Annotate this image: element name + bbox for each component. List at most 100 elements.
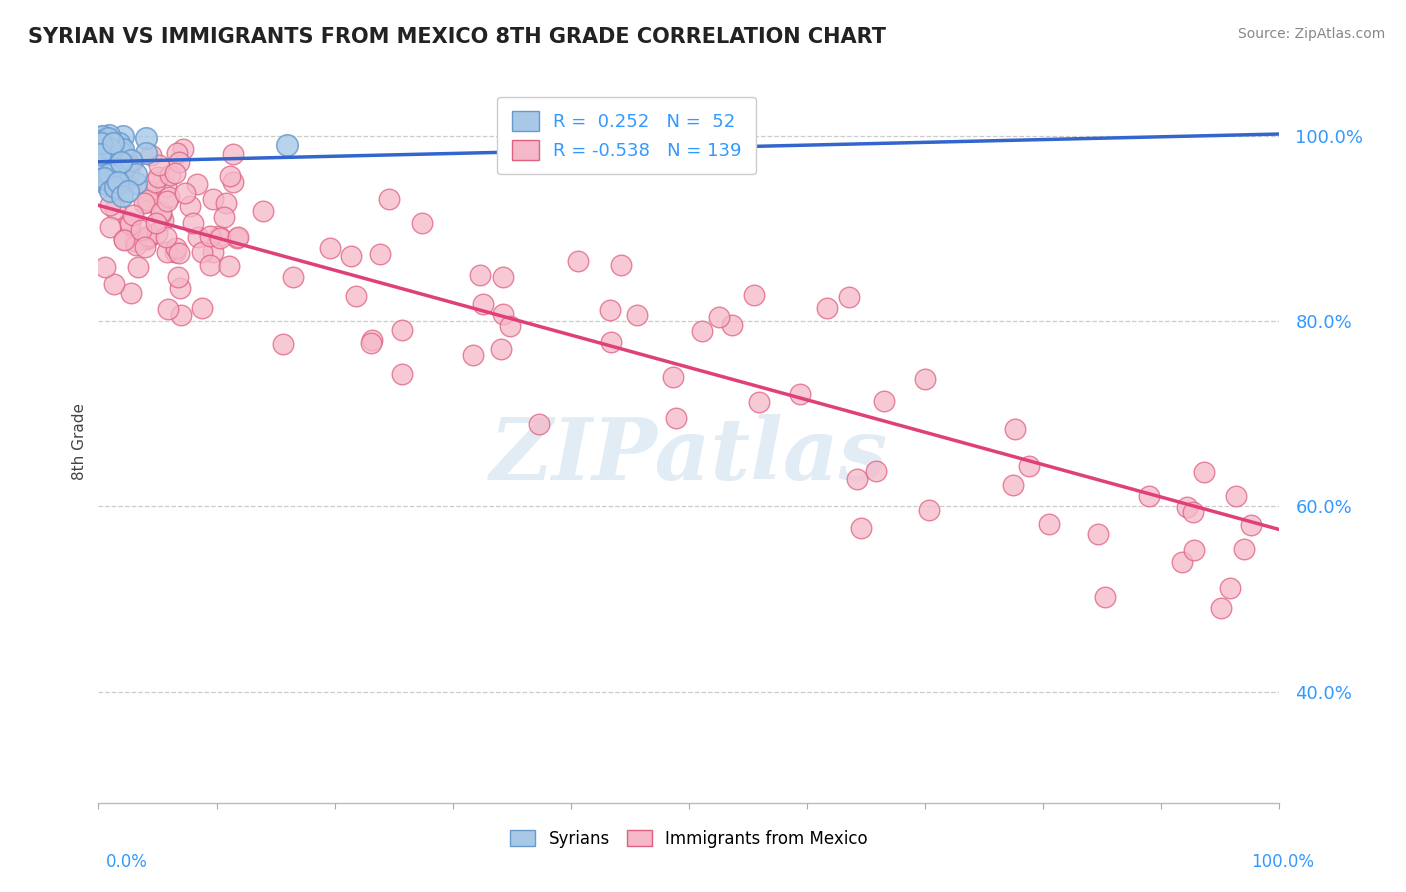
Point bbox=[110, 155, 132, 169]
Point bbox=[125, 176, 148, 190]
Point bbox=[1182, 543, 1205, 558]
Point bbox=[146, 170, 169, 185]
Point bbox=[157, 190, 180, 204]
Point bbox=[89, 163, 111, 178]
Point bbox=[567, 254, 589, 268]
Point bbox=[1233, 542, 1256, 557]
Point bbox=[150, 207, 173, 221]
Point bbox=[89, 147, 111, 161]
Point bbox=[152, 213, 174, 227]
Point bbox=[468, 268, 491, 283]
Point bbox=[155, 180, 177, 194]
Point bbox=[97, 166, 120, 180]
Point bbox=[97, 135, 120, 149]
Point bbox=[166, 146, 188, 161]
Point bbox=[391, 367, 413, 381]
Point bbox=[111, 173, 134, 187]
Point bbox=[212, 210, 235, 224]
Point bbox=[104, 176, 127, 190]
Point bbox=[93, 170, 115, 185]
Point bbox=[155, 244, 177, 259]
Point bbox=[136, 228, 159, 243]
Point bbox=[163, 244, 186, 259]
Point bbox=[143, 175, 166, 189]
Point bbox=[107, 157, 129, 171]
Point bbox=[112, 233, 135, 247]
Point bbox=[97, 128, 120, 143]
Point bbox=[789, 387, 811, 401]
Point bbox=[361, 333, 384, 347]
Point bbox=[117, 215, 139, 229]
Point bbox=[170, 308, 193, 322]
Point bbox=[190, 245, 212, 260]
Point bbox=[91, 155, 114, 169]
Point bbox=[499, 319, 522, 334]
Point bbox=[209, 231, 232, 245]
Point bbox=[202, 192, 225, 206]
Point bbox=[112, 142, 135, 156]
Point bbox=[378, 192, 401, 206]
Point bbox=[222, 147, 245, 161]
Point bbox=[135, 131, 157, 145]
Point bbox=[208, 229, 231, 244]
Point bbox=[344, 289, 367, 303]
Point bbox=[89, 134, 111, 148]
Point bbox=[492, 307, 515, 321]
Point bbox=[107, 178, 129, 193]
Point bbox=[90, 143, 112, 157]
Point bbox=[169, 280, 191, 294]
Point bbox=[110, 147, 132, 161]
Point bbox=[103, 202, 125, 217]
Point bbox=[599, 302, 621, 317]
Point bbox=[252, 203, 274, 218]
Point bbox=[360, 335, 382, 350]
Point bbox=[1038, 516, 1060, 531]
Point bbox=[98, 142, 121, 156]
Point bbox=[132, 195, 155, 210]
Point bbox=[1181, 505, 1204, 519]
Point bbox=[98, 164, 121, 178]
Point bbox=[101, 136, 124, 150]
Point bbox=[411, 216, 433, 230]
Text: 0.0%: 0.0% bbox=[105, 853, 148, 871]
Point bbox=[271, 337, 294, 351]
Point bbox=[98, 219, 121, 234]
Point bbox=[145, 216, 167, 230]
Point bbox=[368, 247, 391, 261]
Point bbox=[815, 301, 838, 315]
Point bbox=[107, 175, 129, 189]
Point bbox=[918, 503, 941, 517]
Point bbox=[181, 216, 204, 230]
Point bbox=[218, 260, 240, 274]
Point bbox=[600, 335, 623, 350]
Point bbox=[846, 472, 869, 486]
Point bbox=[626, 308, 648, 322]
Point bbox=[114, 170, 136, 185]
Point bbox=[191, 301, 214, 316]
Point bbox=[108, 136, 131, 150]
Text: ZIPatlas: ZIPatlas bbox=[489, 414, 889, 498]
Text: Source: ZipAtlas.com: Source: ZipAtlas.com bbox=[1237, 27, 1385, 41]
Point bbox=[492, 269, 515, 284]
Point bbox=[186, 177, 208, 191]
Point bbox=[1004, 422, 1026, 436]
Point bbox=[122, 208, 145, 222]
Point bbox=[91, 171, 114, 186]
Point bbox=[173, 186, 195, 200]
Point bbox=[851, 521, 873, 535]
Point bbox=[169, 155, 191, 169]
Point bbox=[865, 464, 887, 478]
Point bbox=[89, 130, 111, 145]
Point bbox=[136, 231, 159, 245]
Point bbox=[97, 131, 120, 145]
Point bbox=[339, 249, 361, 263]
Point bbox=[135, 145, 157, 160]
Text: SYRIAN VS IMMIGRANTS FROM MEXICO 8TH GRADE CORRELATION CHART: SYRIAN VS IMMIGRANTS FROM MEXICO 8TH GRA… bbox=[28, 27, 886, 46]
Point bbox=[98, 174, 121, 188]
Point bbox=[1137, 489, 1160, 503]
Point bbox=[90, 136, 112, 151]
Point bbox=[187, 230, 209, 244]
Point bbox=[120, 286, 142, 301]
Point bbox=[155, 230, 177, 244]
Point bbox=[1018, 458, 1040, 473]
